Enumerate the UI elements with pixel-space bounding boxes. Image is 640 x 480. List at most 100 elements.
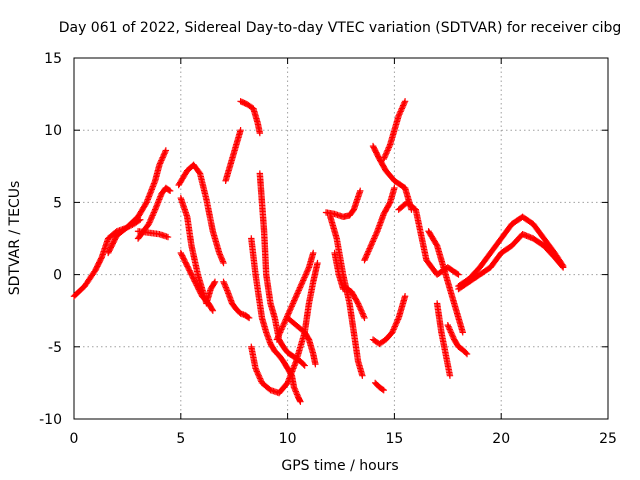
series-track-4 <box>134 228 172 241</box>
data-point <box>390 326 397 333</box>
series-track-17 <box>327 213 366 379</box>
x-tick-label: 20 <box>492 431 510 447</box>
data-point <box>145 220 152 228</box>
data-point <box>381 152 389 160</box>
data-point <box>293 391 301 398</box>
y-tick-label: 15 <box>44 51 62 67</box>
data-point <box>367 243 374 251</box>
data-point <box>356 303 363 310</box>
data-point <box>359 310 366 317</box>
data-point <box>223 285 230 293</box>
data-point <box>367 242 375 249</box>
data-point <box>368 239 376 247</box>
data-point <box>364 249 371 257</box>
data-point <box>257 376 264 384</box>
data-points <box>70 98 567 405</box>
series-track-19 <box>361 184 398 264</box>
data-point <box>395 112 402 119</box>
data-point <box>302 271 309 278</box>
data-point <box>256 129 264 137</box>
data-point <box>292 294 299 301</box>
data-point <box>245 314 253 322</box>
series-track-20 <box>380 98 409 163</box>
data-point <box>299 278 306 286</box>
data-point <box>151 207 158 215</box>
data-point <box>391 323 399 330</box>
data-point <box>360 313 368 320</box>
data-point <box>162 148 169 156</box>
data-point <box>365 248 372 255</box>
data-point <box>279 323 286 330</box>
data-point <box>363 252 370 260</box>
data-point <box>223 287 231 294</box>
data-point <box>382 151 389 158</box>
data-point <box>394 316 402 323</box>
series-track-12 <box>256 170 308 369</box>
x-tick-label: 25 <box>599 431 617 447</box>
data-point <box>446 326 453 333</box>
data-point <box>217 252 224 260</box>
data-point <box>399 102 407 109</box>
data-point <box>219 256 226 264</box>
data-point <box>373 229 380 236</box>
data-point <box>446 372 454 379</box>
data-point <box>220 259 227 267</box>
data-point <box>277 327 284 335</box>
data-point <box>303 269 310 277</box>
series-track-15 <box>284 314 319 368</box>
data-point <box>301 362 308 369</box>
series-track-25 <box>425 228 466 336</box>
data-point <box>363 251 371 258</box>
axis-ticks: 0 5 10 15 20 25 -10 -5 0 5 10 15 <box>39 51 617 447</box>
data-point <box>381 154 388 161</box>
data-point <box>287 304 295 312</box>
data-point <box>449 332 456 339</box>
data-point <box>289 301 296 309</box>
series-track-22 <box>369 293 409 348</box>
data-point <box>293 389 300 397</box>
y-tick-label: -10 <box>39 412 62 428</box>
data-point <box>294 288 302 296</box>
data-point <box>195 169 203 176</box>
data-point <box>296 285 303 293</box>
data-point <box>147 216 154 223</box>
data-point <box>295 287 302 294</box>
data-point <box>558 263 566 270</box>
data-point <box>146 217 154 225</box>
data-point <box>301 274 308 281</box>
y-tick-label: 0 <box>53 268 62 284</box>
data-point <box>449 333 457 340</box>
data-point <box>157 158 164 166</box>
data-point <box>300 361 307 368</box>
data-point <box>294 290 301 297</box>
data-point <box>280 321 287 329</box>
series-track-16 <box>322 187 364 221</box>
data-point <box>142 200 150 207</box>
data-point <box>396 109 404 117</box>
data-point <box>285 308 293 316</box>
data-point <box>355 301 362 309</box>
data-point <box>161 150 168 157</box>
data-point <box>278 324 286 332</box>
data-point <box>253 366 260 374</box>
plot-frame <box>73 57 609 420</box>
data-point <box>370 235 378 242</box>
data-point <box>285 310 292 317</box>
data-point <box>158 157 165 164</box>
data-point <box>463 350 471 358</box>
data-point <box>254 369 261 376</box>
data-point <box>299 277 307 284</box>
data-point <box>445 324 453 332</box>
data-point <box>448 330 455 338</box>
y-tick-label: 5 <box>53 195 62 211</box>
series-track-9 <box>237 98 264 137</box>
data-point <box>392 320 400 327</box>
data-point <box>384 147 391 154</box>
data-point <box>455 271 462 278</box>
data-point <box>254 371 262 378</box>
data-point <box>288 303 295 310</box>
data-point <box>278 326 285 333</box>
data-point <box>399 103 406 111</box>
data-point <box>211 279 218 287</box>
data-point <box>292 386 299 394</box>
